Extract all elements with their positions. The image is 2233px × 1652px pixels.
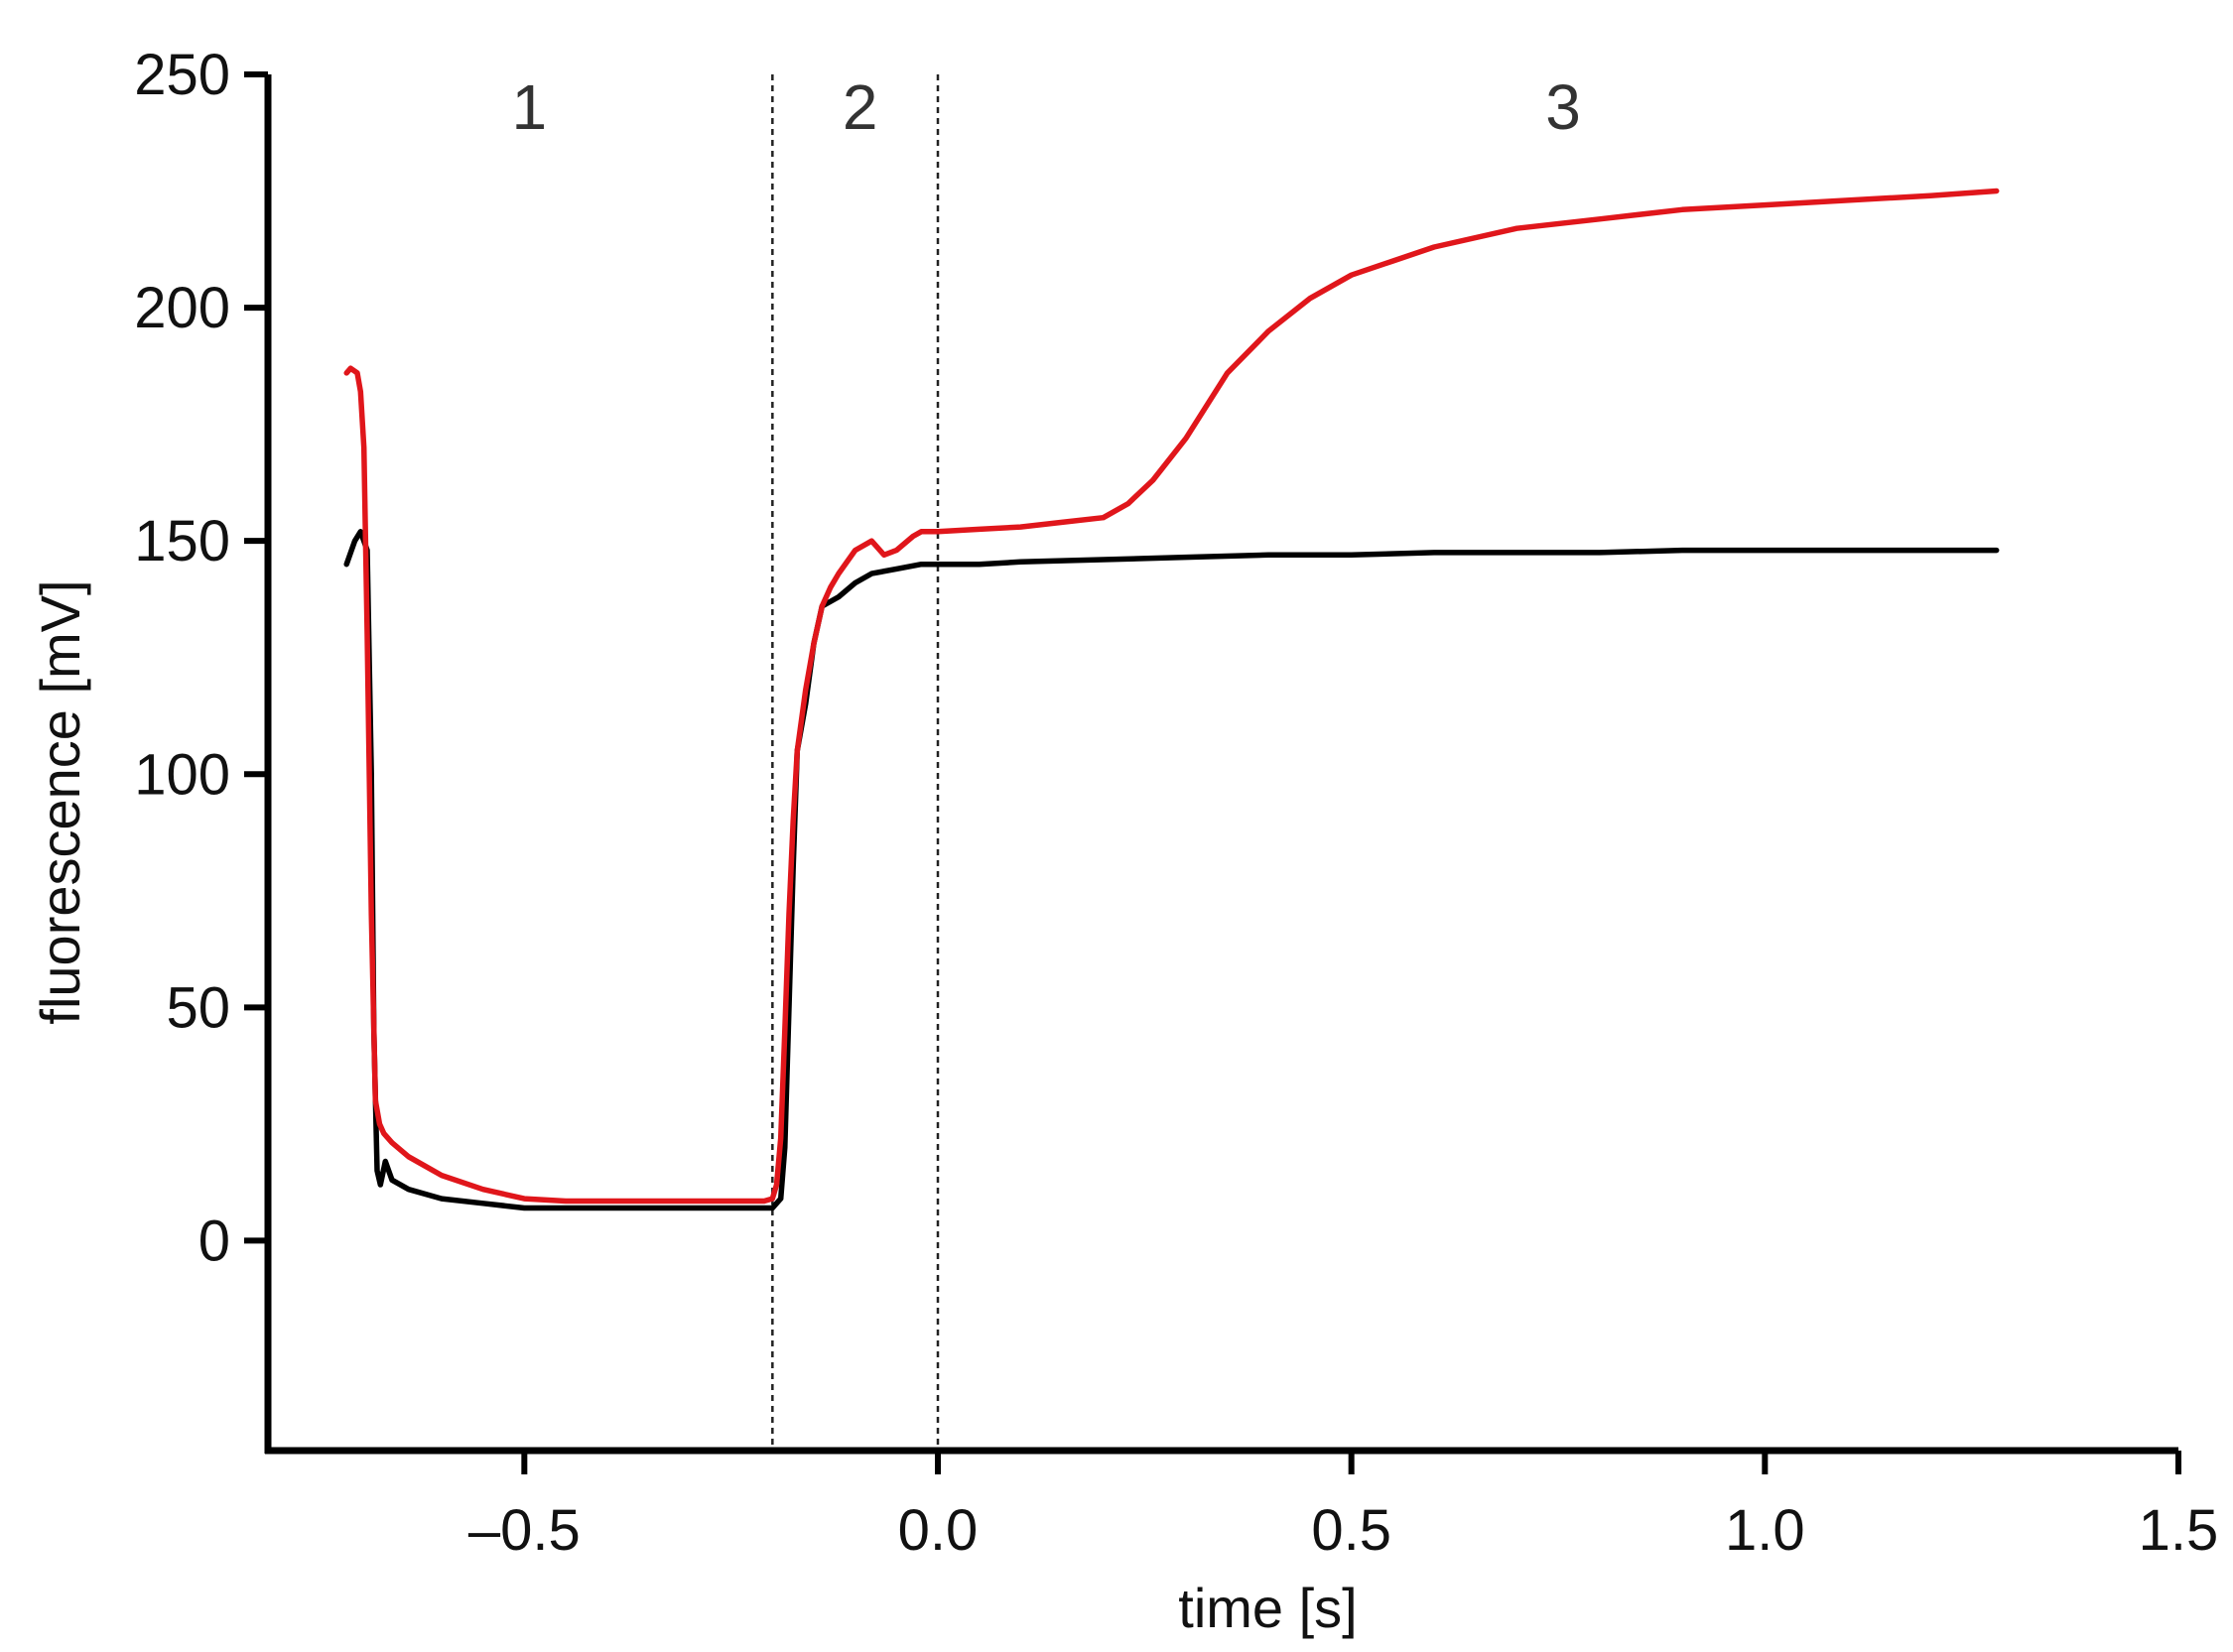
x-tick-label: –0.5 [468, 1498, 581, 1563]
x-tick-label: 1.0 [1725, 1498, 1805, 1563]
region-labels: 1 2 3 [512, 71, 1581, 143]
y-tick-label: 0 [198, 1208, 230, 1273]
series-line-2 [343, 188, 2000, 1205]
y-tick-label: 150 [134, 509, 230, 573]
y-tick-label: 100 [134, 742, 230, 807]
y-tick-label: 50 [166, 975, 230, 1040]
region-label-1: 1 [512, 71, 548, 143]
y-tick-label: 200 [134, 276, 230, 340]
y-tick-label: 250 [134, 43, 230, 107]
region-label-2: 2 [843, 71, 878, 143]
y-axis-title: fluorescence [mV] [29, 579, 91, 1024]
axes [264, 74, 2178, 1455]
series-line-1 [343, 529, 2000, 1211]
x-axis-title: time [s] [1178, 1577, 1357, 1639]
x-tick-label: 1.5 [2139, 1498, 2219, 1563]
series-layer [343, 188, 2000, 1211]
region-divider-lines [771, 74, 940, 1451]
x-tick-label: 0.5 [1311, 1498, 1391, 1563]
x-tick-label: 0.0 [898, 1498, 979, 1563]
region-label-3: 3 [1545, 71, 1581, 143]
ticks: 0 50 100 150 200 250 –0.5 0.0 0.5 1.0 1.5 [134, 43, 2218, 1563]
